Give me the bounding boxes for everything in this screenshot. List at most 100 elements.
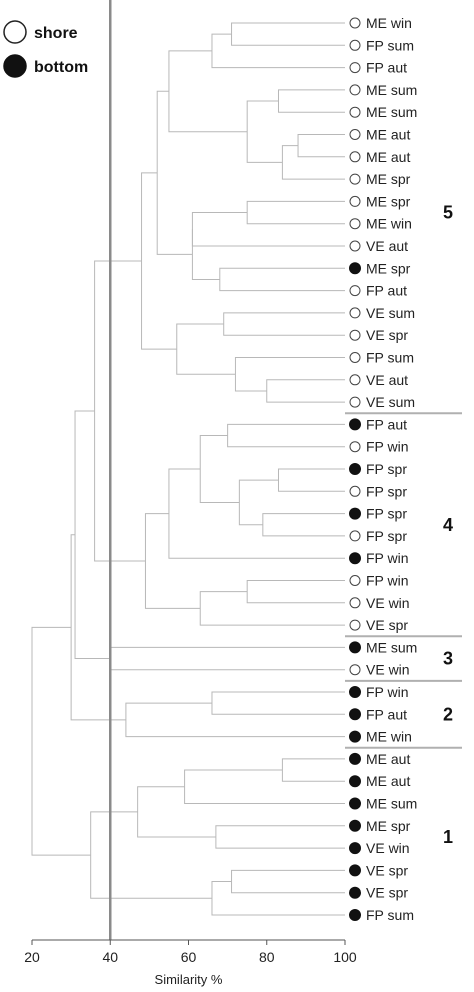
leaf-symbol-1	[349, 39, 361, 51]
leaf-symbol-40	[349, 909, 361, 921]
leaf-symbol-38	[349, 864, 361, 877]
leaf-symbol-25	[349, 575, 361, 586]
leaf-label-5: ME aut	[366, 127, 410, 143]
leaf-label-3: ME sum	[366, 82, 417, 98]
branch-6	[168, 50, 248, 133]
leaf-label-36: ME spr	[366, 818, 411, 834]
leaf-label-33: ME aut	[366, 751, 410, 767]
branch-5	[246, 100, 283, 163]
leaf-label-6: ME aut	[366, 149, 410, 165]
leaf-label-14: VE spr	[366, 327, 408, 343]
leaf-symbol-27	[349, 619, 361, 631]
legend-bottom-symbol	[3, 54, 27, 78]
leaf-label-1: FP sum	[366, 37, 414, 53]
leaf-symbol-31	[349, 708, 361, 721]
leaf-label-16: VE aut	[366, 372, 408, 388]
leaf-symbol-24	[349, 552, 361, 565]
leaf-symbol-9	[349, 218, 361, 230]
leaf-label-15: FP sum	[366, 350, 414, 366]
branch-31	[70, 534, 126, 721]
leaf-label-28: ME sum	[366, 639, 417, 655]
branch-22	[168, 468, 345, 559]
branch-30	[125, 702, 345, 738]
leaf-symbol-7	[349, 173, 361, 185]
branch-13	[266, 379, 345, 403]
leaf-label-4: ME sum	[366, 104, 417, 120]
leaf-symbol-19	[349, 441, 361, 453]
leaf-label-40: FP sum	[366, 907, 414, 923]
legend-bottom-label: bottom	[34, 59, 88, 76]
branch-4	[281, 145, 345, 180]
leaf-label-12: FP aut	[366, 283, 407, 299]
leaf-label-10: VE aut	[366, 238, 408, 254]
branch-16	[141, 172, 177, 350]
x-tick-label-60: 60	[181, 949, 197, 965]
leaf-labels: ME win FP sum FP aut ME sum ME sum ME aut ME a…	[349, 15, 417, 923]
leaf-label-24: FP win	[366, 550, 409, 566]
leaf-symbol-14	[349, 329, 361, 341]
leaf-symbol-33	[349, 752, 361, 765]
leaf-label-0: ME win	[366, 15, 412, 31]
leaf-symbol-15	[349, 352, 361, 363]
branch-29	[211, 691, 345, 715]
leaf-symbol-13	[349, 307, 361, 319]
leaf-label-31: FP aut	[366, 706, 407, 722]
leaf-label-19: FP win	[366, 439, 409, 455]
leaf-label-8: ME spr	[366, 193, 411, 209]
leaf-symbol-4	[349, 106, 361, 118]
leaf-label-17: VE sum	[366, 394, 415, 410]
x-tick-label-40: 40	[102, 949, 118, 965]
branch-28	[74, 410, 111, 660]
leaf-symbol-3	[349, 84, 361, 96]
leaf-symbol-28	[349, 641, 361, 654]
leaf-symbol-17	[349, 396, 361, 408]
cluster-labels: 5 4 3 2 1	[443, 203, 453, 847]
cluster-label-5: 5	[443, 203, 453, 223]
leaf-symbol-35	[349, 797, 361, 810]
leaf-symbol-22	[349, 507, 361, 520]
leaf-label-39: VE spr	[366, 885, 408, 901]
leaf-symbol-11	[349, 262, 361, 275]
leaf-label-35: ME sum	[366, 796, 417, 812]
cluster-separators	[345, 412, 462, 749]
leaf-label-9: ME win	[366, 216, 412, 232]
leaf-symbol-36	[349, 819, 361, 832]
cluster-label-3: 3	[443, 649, 453, 669]
leaf-symbol-26	[349, 597, 361, 609]
branch-15	[176, 323, 236, 375]
leaf-symbol-37	[349, 842, 361, 855]
leaf-symbol-6	[349, 151, 361, 163]
leaf-label-13: VE sum	[366, 305, 415, 321]
branch-34	[215, 825, 345, 849]
leaf-symbol-29	[349, 664, 361, 676]
leaf-label-18: FP aut	[366, 416, 407, 432]
leaf-label-34: ME aut	[366, 773, 410, 789]
leaf-symbol-10	[349, 240, 361, 252]
leaf-label-30: FP win	[366, 684, 409, 700]
leaf-symbol-34	[349, 775, 361, 788]
branch-9	[219, 267, 345, 292]
leaf-label-38: VE spr	[366, 862, 408, 878]
branch-18	[277, 468, 345, 492]
cluster-label-4: 4	[443, 515, 453, 535]
branch-21	[199, 435, 240, 503]
branch-38	[90, 811, 212, 899]
leaf-label-37: VE win	[366, 840, 410, 856]
branch-8	[191, 212, 345, 247]
leaf-label-23: FP spr	[366, 528, 407, 544]
legend-shore-symbol	[3, 20, 27, 44]
branch-7	[246, 200, 345, 225]
leaf-label-11: ME spr	[366, 260, 411, 276]
leaf-label-7: ME spr	[366, 171, 411, 187]
leaf-symbol-18	[349, 418, 361, 431]
leaf-symbol-20	[349, 463, 361, 475]
x-axis: 20 40 60 80 100	[24, 939, 357, 965]
branch-3	[297, 134, 345, 158]
x-axis-label: Similarity %	[155, 972, 223, 987]
branch-17	[227, 423, 345, 448]
leaf-label-27: VE spr	[366, 617, 408, 633]
branch-20	[238, 479, 279, 526]
leaf-label-29: VE win	[366, 662, 410, 678]
dendrogram-branches	[31, 22, 345, 916]
